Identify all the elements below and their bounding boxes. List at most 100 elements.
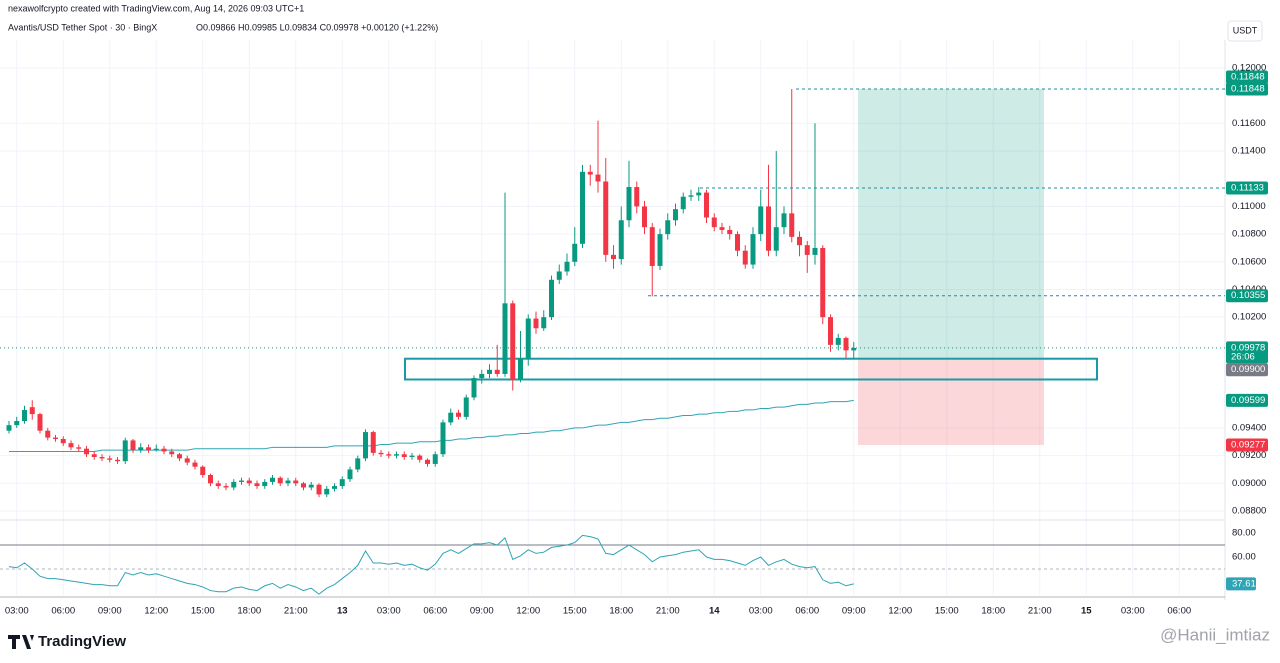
candle-body	[231, 481, 237, 488]
x-tick-label: 12:00	[888, 606, 912, 617]
candle-body	[812, 247, 818, 255]
candle-body	[378, 452, 384, 455]
candle-body	[603, 181, 609, 255]
candle-body	[45, 430, 51, 438]
x-tick-label: 21:00	[1028, 606, 1052, 617]
candle-body	[657, 234, 663, 266]
candle-body	[642, 206, 647, 228]
candle-body	[828, 317, 833, 345]
candle-body	[766, 206, 771, 251]
candle-body	[502, 303, 508, 374]
candle-body	[440, 422, 446, 455]
candle-body	[572, 243, 578, 262]
candle-body	[463, 397, 469, 417]
candle-body	[169, 451, 175, 455]
price-tag-label: 0.10355	[1231, 290, 1265, 301]
candle-body	[432, 454, 438, 464]
candle-body	[688, 195, 694, 197]
zone	[404, 357, 1098, 381]
candle-body	[549, 279, 554, 318]
symbol: Avantis/USD Tether Spot · 30 · BingX	[8, 22, 157, 32]
currency-box[interactable]	[1227, 20, 1263, 42]
candle-body	[750, 234, 756, 265]
rsi-tick-label: 60.00	[1232, 552, 1256, 563]
x-tick-label: 06:00	[795, 606, 819, 617]
candle-body	[835, 337, 841, 345]
candle-body	[758, 206, 764, 235]
candle-body	[122, 440, 128, 462]
candle-body	[301, 483, 306, 488]
candle-body	[6, 425, 12, 431]
candle-body	[448, 412, 454, 423]
price-tag-label: 0.09277	[1231, 439, 1265, 450]
price-tag	[1226, 438, 1268, 452]
x-tick-label: 15:00	[191, 606, 215, 617]
candle-body	[370, 432, 376, 453]
candle-body	[60, 439, 66, 444]
y-tick-label: 0.12000	[1232, 62, 1266, 73]
x-tick-label: 21:00	[656, 606, 680, 617]
y-tick-label: 0.08800	[1232, 506, 1266, 517]
candle-body	[22, 409, 27, 422]
brand: TradingView	[38, 633, 126, 650]
candle-body	[254, 483, 260, 487]
candle-body	[843, 337, 849, 351]
target-area	[858, 89, 1044, 359]
candle-body	[611, 254, 616, 260]
candle-body	[587, 171, 593, 175]
watermark: @Hanii_imtiaz	[1160, 625, 1270, 644]
y-tick-label: 0.09000	[1232, 478, 1266, 489]
candle-body	[277, 477, 283, 484]
candle-body	[510, 303, 516, 380]
price-tag	[1226, 82, 1268, 96]
candle-body	[130, 440, 136, 451]
x-tick-label: 03:00	[1121, 606, 1145, 617]
ohlc: O0.09866 H0.09985 L0.09834 C0.09978 +0.0…	[196, 22, 438, 32]
candle-body	[851, 347, 857, 351]
y-tick-label: 0.10800	[1232, 229, 1266, 240]
candle-body	[518, 358, 523, 380]
candle-body	[37, 414, 43, 431]
y-tick-label: 0.10200	[1232, 312, 1266, 323]
countdown: 26:06	[1231, 351, 1255, 362]
x-tick-label: 15	[1081, 606, 1092, 617]
rsi-tag-label: 37.61	[1232, 578, 1256, 589]
candle-body	[820, 247, 826, 318]
y-tick-label: 0.11600	[1232, 118, 1266, 129]
x-tick-label: 03:00	[749, 606, 773, 617]
candle-body	[649, 227, 655, 266]
x-tick-label: 09:00	[470, 606, 494, 617]
candle-body	[99, 457, 105, 459]
candle-body	[270, 477, 275, 482]
y-tick-label: 0.09200	[1232, 450, 1266, 461]
brand-logo	[8, 635, 34, 649]
candle-body	[456, 412, 461, 417]
candle-body	[308, 484, 314, 488]
candle-body	[409, 455, 415, 458]
rsi-line	[8, 534, 854, 595]
x-tick-label: 09:00	[98, 606, 122, 617]
credit: nexawolfcrypto created with TradingView.…	[8, 3, 304, 13]
x-tick-label: 03:00	[377, 606, 401, 617]
candle-body	[634, 187, 640, 207]
currency: USDT	[1233, 25, 1258, 35]
candle-body	[84, 448, 89, 455]
candle-body	[804, 245, 810, 255]
y-tick-label: 0.11400	[1232, 146, 1266, 157]
price-tag	[1226, 363, 1268, 377]
candle-body	[541, 317, 547, 329]
candle-body	[394, 454, 399, 456]
candle-body	[719, 227, 725, 230]
x-tick-label: 15:00	[563, 606, 587, 617]
price-tag-label: 0.09978	[1231, 342, 1265, 353]
candle-body	[704, 192, 709, 218]
candle-body	[293, 480, 299, 484]
candle-body	[696, 192, 702, 196]
candle-body	[29, 407, 35, 415]
price-tag-label: 0.11133	[1231, 183, 1264, 194]
candle-body	[525, 318, 531, 359]
x-tick-label: 21:00	[284, 606, 308, 617]
x-tick-label: 12:00	[144, 606, 168, 617]
stop-area	[858, 358, 1044, 445]
